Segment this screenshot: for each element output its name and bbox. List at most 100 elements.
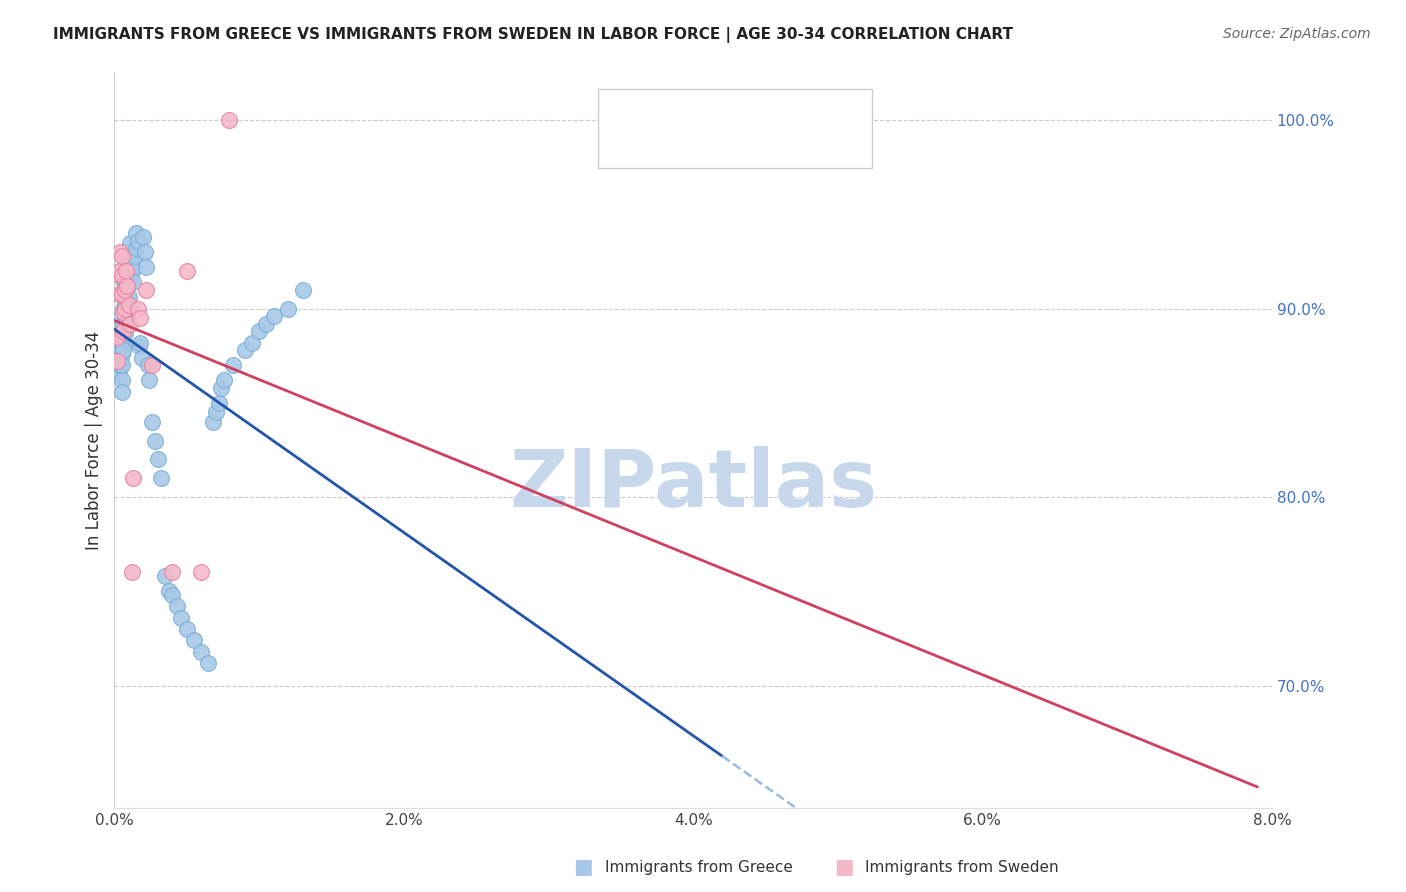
Point bbox=[153, 569, 176, 583]
Point bbox=[176, 622, 198, 636]
Point bbox=[201, 415, 224, 429]
Point bbox=[117, 254, 139, 268]
Point bbox=[124, 249, 146, 263]
Point bbox=[111, 268, 134, 282]
Point bbox=[136, 358, 159, 372]
Point bbox=[131, 351, 153, 365]
Point bbox=[117, 269, 139, 284]
Point bbox=[211, 381, 233, 395]
Point bbox=[115, 279, 138, 293]
Point bbox=[157, 584, 180, 599]
Point bbox=[247, 324, 270, 338]
Point bbox=[183, 633, 205, 648]
Point bbox=[176, 264, 198, 278]
Point bbox=[214, 373, 236, 387]
Point bbox=[218, 113, 240, 128]
Point bbox=[233, 343, 256, 357]
Point bbox=[112, 324, 135, 338]
Point bbox=[134, 245, 156, 260]
Point bbox=[121, 566, 143, 580]
Text: 0.270: 0.270 bbox=[683, 105, 735, 123]
Point bbox=[114, 298, 136, 312]
Point bbox=[105, 330, 128, 344]
Point bbox=[129, 335, 152, 350]
Point bbox=[107, 368, 129, 382]
Text: ■: ■ bbox=[574, 857, 593, 877]
Point bbox=[138, 373, 160, 387]
Point bbox=[190, 566, 212, 580]
Point bbox=[108, 358, 131, 372]
Point bbox=[129, 311, 152, 326]
Point bbox=[115, 264, 138, 278]
Point bbox=[118, 245, 141, 260]
Point bbox=[222, 358, 245, 372]
Point bbox=[162, 566, 184, 580]
Point bbox=[122, 471, 145, 485]
Point bbox=[146, 452, 169, 467]
Text: 27: 27 bbox=[776, 134, 800, 152]
Point bbox=[111, 358, 134, 372]
Point bbox=[111, 347, 134, 361]
Point bbox=[114, 311, 136, 326]
Point bbox=[108, 245, 131, 260]
Text: ■: ■ bbox=[834, 857, 853, 877]
Point bbox=[120, 251, 142, 265]
Point bbox=[125, 241, 148, 255]
Point bbox=[114, 283, 136, 297]
Point bbox=[111, 249, 134, 263]
Point bbox=[108, 264, 131, 278]
Text: Immigrants from Greece: Immigrants from Greece bbox=[605, 860, 793, 874]
Point bbox=[120, 317, 142, 331]
Point bbox=[141, 415, 163, 429]
Point bbox=[111, 335, 134, 350]
Point bbox=[122, 260, 145, 274]
Point bbox=[143, 434, 166, 448]
Point bbox=[204, 405, 226, 419]
Point bbox=[121, 249, 143, 263]
Text: IMMIGRANTS FROM GREECE VS IMMIGRANTS FROM SWEDEN IN LABOR FORCE | AGE 30-34 CORR: IMMIGRANTS FROM GREECE VS IMMIGRANTS FRO… bbox=[53, 27, 1014, 43]
Point bbox=[111, 384, 134, 399]
Point bbox=[118, 298, 141, 312]
Point bbox=[108, 339, 131, 353]
Point bbox=[117, 279, 139, 293]
Point bbox=[166, 599, 188, 614]
Point bbox=[108, 311, 131, 326]
Point bbox=[111, 286, 134, 301]
Point bbox=[190, 645, 212, 659]
Y-axis label: In Labor Force | Age 30-34: In Labor Force | Age 30-34 bbox=[86, 331, 103, 550]
Point bbox=[112, 286, 135, 301]
Text: N =: N = bbox=[745, 134, 782, 152]
Point bbox=[112, 317, 135, 331]
Point bbox=[115, 264, 138, 278]
Point bbox=[135, 283, 157, 297]
Point bbox=[132, 230, 155, 244]
Point bbox=[107, 343, 129, 357]
Point bbox=[118, 260, 141, 274]
Point bbox=[149, 471, 172, 485]
Point bbox=[120, 235, 142, 250]
Point bbox=[121, 264, 143, 278]
Point bbox=[207, 396, 229, 410]
Point bbox=[108, 264, 131, 278]
Text: N =: N = bbox=[745, 105, 782, 123]
Text: ZIPatlas: ZIPatlas bbox=[509, 446, 877, 524]
Point bbox=[111, 373, 134, 387]
Point bbox=[105, 358, 128, 372]
Point bbox=[263, 309, 285, 323]
Point bbox=[122, 275, 145, 289]
Point bbox=[141, 358, 163, 372]
Point bbox=[114, 301, 136, 316]
Point bbox=[125, 226, 148, 240]
Point bbox=[112, 301, 135, 316]
Point bbox=[127, 234, 149, 248]
Point bbox=[254, 317, 277, 331]
Point bbox=[170, 610, 193, 624]
Point bbox=[111, 324, 134, 338]
Text: Immigrants from Sweden: Immigrants from Sweden bbox=[865, 860, 1059, 874]
Point bbox=[115, 309, 138, 323]
Point bbox=[277, 301, 299, 316]
Point bbox=[105, 349, 128, 363]
Point bbox=[114, 326, 136, 340]
Text: R =: R = bbox=[652, 134, 689, 152]
Point bbox=[240, 335, 263, 350]
